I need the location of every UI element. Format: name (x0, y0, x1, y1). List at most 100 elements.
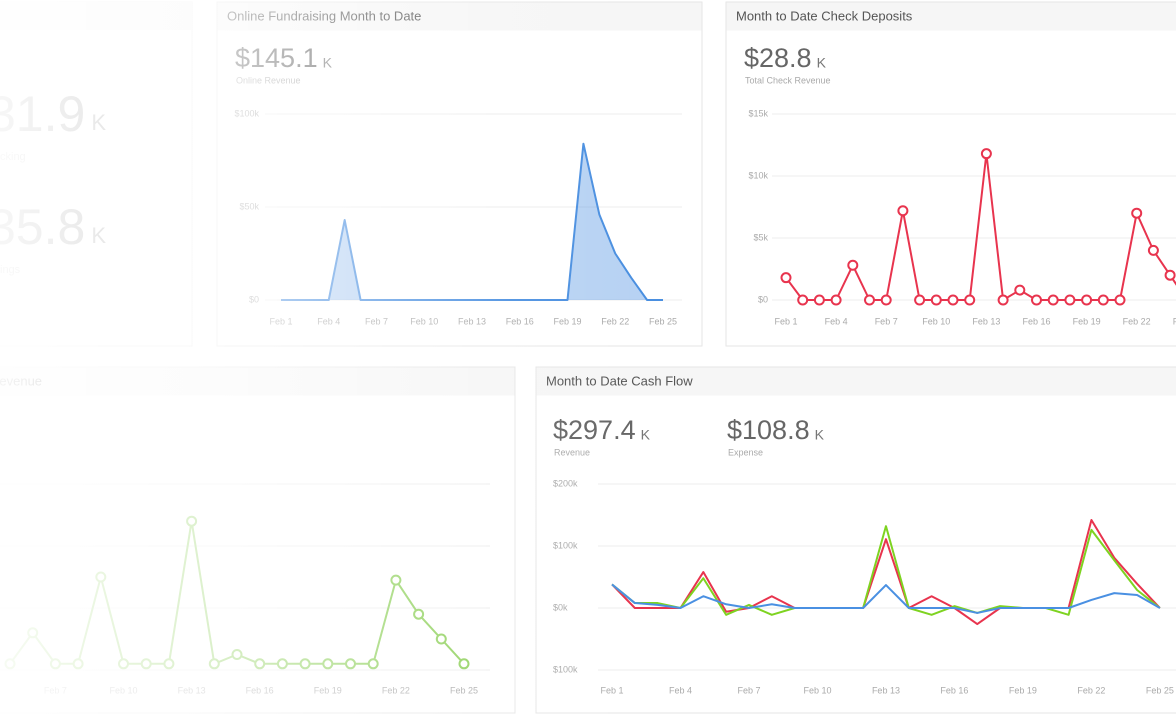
point (367, 658, 379, 670)
kpi-label: Revenue (554, 447, 590, 457)
kpi-unit: K (817, 55, 827, 71)
line (611, 583, 1161, 614)
x-tick-label: Feb 1 (774, 316, 797, 326)
panel-header (726, 2, 1176, 31)
x-tick-label: Feb 4 (669, 685, 692, 695)
point (1081, 294, 1093, 306)
point (797, 294, 809, 306)
x-tick-label: Feb 7 (365, 316, 388, 326)
x-tick-label: Feb 16 (246, 685, 274, 695)
point (72, 658, 84, 670)
point (1031, 294, 1042, 306)
x-tick-label: Feb 19 (1073, 316, 1101, 326)
point (118, 658, 129, 670)
point (186, 515, 198, 527)
x-tick-label: Feb 13 (458, 316, 486, 326)
point (27, 627, 39, 639)
x-tick-label: Feb 13 (178, 685, 206, 695)
x-tick-label: Feb 25 (450, 685, 478, 695)
point (880, 294, 892, 306)
point (780, 272, 792, 284)
panel-title: Month to Date Cash Flow (546, 373, 693, 388)
x-tick-label: Feb 22 (382, 685, 410, 695)
kpi-label: Online Revenue (236, 75, 301, 85)
point (813, 294, 825, 306)
y-tick-label: $15k (748, 108, 768, 118)
point (413, 608, 425, 620)
x-tick-label: Feb 1 (269, 316, 292, 326)
point (254, 658, 266, 670)
x-tick-label: Feb 19 (553, 316, 581, 326)
y-tick-label: $5k (753, 232, 768, 242)
point (1047, 294, 1059, 306)
kpi-unit: K (815, 427, 825, 443)
x-tick-label: Feb 4 (317, 316, 340, 326)
x-tick-label: Feb 22 (601, 316, 629, 326)
point (1164, 269, 1176, 281)
x-tick-label: Feb 25 (1146, 685, 1174, 695)
y-tick-label: $0k (553, 602, 568, 612)
kpi-unit: K (91, 223, 106, 248)
point (964, 294, 976, 306)
point (458, 658, 470, 670)
x-tick-label: Feb 1 (600, 685, 623, 695)
point (140, 658, 152, 670)
x-tick-label: Feb 7 (875, 316, 898, 326)
point (231, 649, 243, 660)
kpi-value: $108.8 (727, 415, 810, 445)
point (276, 658, 288, 670)
point (390, 574, 402, 586)
point (864, 294, 875, 306)
kpi-value: $145.1 (235, 43, 318, 73)
x-tick-label: Feb 7 (737, 685, 760, 695)
x-tick-label: Feb 19 (1009, 685, 1037, 695)
point (1014, 284, 1026, 296)
kpi-unit: K (91, 110, 106, 135)
panel (725, 1, 1176, 347)
x-tick-label: Feb 13 (972, 316, 1000, 326)
panel (535, 366, 1176, 714)
point (299, 658, 311, 670)
y-tick-label: $200k (553, 478, 578, 488)
panel (0, 1, 193, 347)
x-tick-label: Feb 16 (940, 685, 968, 695)
y-tick-label: $100k (553, 540, 578, 550)
point (914, 294, 926, 306)
point (208, 658, 220, 670)
panel-header (536, 367, 1176, 396)
panel-title: Month to Date Check Deposits (736, 8, 913, 23)
point (897, 205, 909, 217)
x-tick-label: Feb 25 (649, 316, 677, 326)
y-tick-label: $50k (239, 201, 259, 211)
line (611, 525, 1161, 616)
kpi-label: cking (0, 151, 26, 163)
x-tick-label: Feb 22 (1123, 316, 1151, 326)
x-tick-label: Feb 7 (44, 685, 67, 695)
point (1097, 294, 1109, 306)
x-tick-label: Feb 10 (410, 316, 438, 326)
kpi-unit: K (323, 55, 333, 71)
point (1064, 294, 1076, 306)
point (1114, 294, 1126, 306)
kpi-value: $28.8 (744, 43, 812, 73)
point (95, 571, 107, 583)
x-tick-label: Feb 16 (1022, 316, 1050, 326)
x-tick-label: Feb 25 (1173, 316, 1176, 326)
point (49, 658, 61, 670)
x-tick-label: Feb 10 (803, 685, 831, 695)
y-tick-label: $10k (748, 170, 768, 180)
panel-title: Online Fundraising Month to Date (227, 8, 421, 23)
x-tick-label: Feb 10 (109, 685, 137, 695)
point (947, 294, 959, 306)
y-tick-label: $0 (758, 294, 768, 304)
point (1131, 207, 1143, 219)
panel-title: Revenue (0, 373, 42, 388)
kpi-label: ings (0, 264, 21, 276)
point (1147, 244, 1159, 256)
point (435, 633, 447, 645)
kpi-value: $297.4 (553, 415, 636, 445)
point (847, 259, 859, 271)
kpi-value: 35.8 (0, 199, 85, 255)
kpi-unit: K (641, 427, 651, 443)
kpi-label: Total Check Revenue (745, 75, 831, 85)
